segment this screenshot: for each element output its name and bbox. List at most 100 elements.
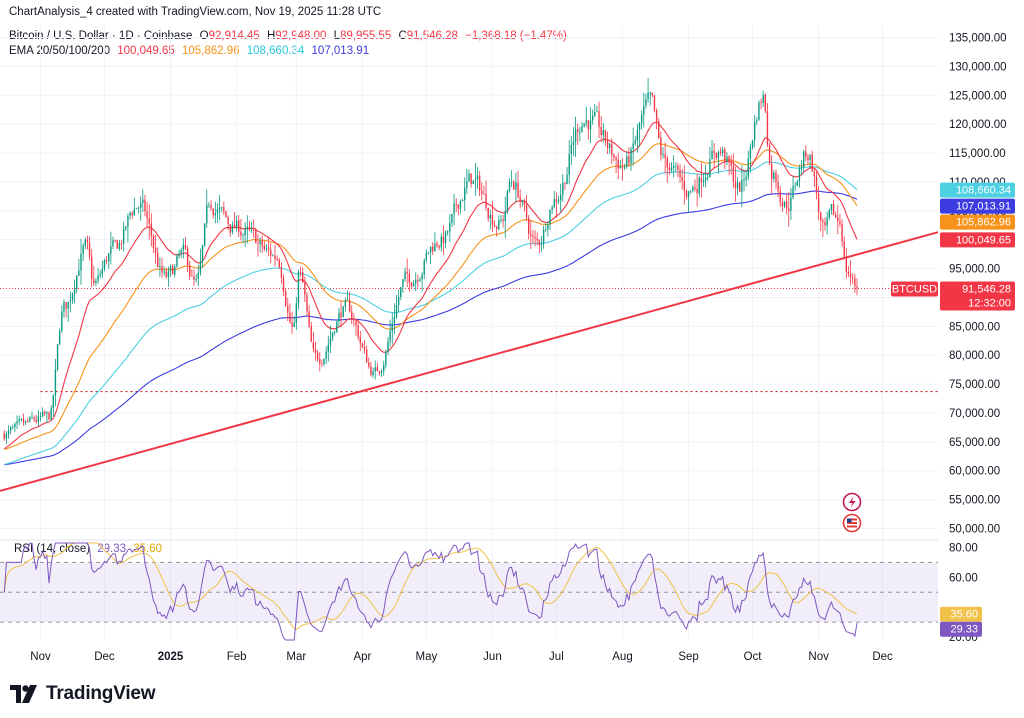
- candle-body: [523, 200, 526, 205]
- candle-body: [425, 253, 428, 261]
- candle-body: [252, 227, 255, 229]
- candle-body: [611, 144, 613, 155]
- candle-body: [184, 244, 187, 249]
- rsi-ma-badge: [940, 606, 982, 622]
- ema200-value: 107,013.91: [311, 45, 370, 57]
- x-tick-label: Oct: [744, 651, 763, 663]
- candle-body: [493, 225, 496, 227]
- candle-body: [374, 367, 376, 372]
- candle-body: [527, 217, 530, 234]
- candle-body: [27, 420, 29, 422]
- candle-body: [406, 271, 408, 274]
- candle-body: [773, 172, 775, 180]
- x-tick-label: Nov: [30, 651, 51, 663]
- x-tick-label: 2025: [158, 651, 184, 663]
- ema50-price-text: 105,862.96: [956, 217, 1011, 229]
- candle-body: [464, 187, 466, 201]
- ema-label[interactable]: EMA 20/50/100/200: [9, 45, 111, 57]
- symbol-title[interactable]: Bitcoin / U.S. Dollar · 1D · Coinbase: [9, 30, 193, 42]
- candle-body: [284, 291, 287, 306]
- candle-body: [792, 186, 794, 198]
- candle-body: [519, 196, 521, 202]
- candle-body: [423, 260, 425, 275]
- candle-body: [534, 237, 536, 239]
- candle-body: [538, 240, 541, 246]
- candle-body: [152, 235, 155, 249]
- y-tick-label: 75,000.00: [949, 379, 1000, 391]
- candle-body: [589, 120, 592, 130]
- candle-body: [596, 111, 598, 113]
- candle-body: [16, 421, 18, 424]
- candle-body: [84, 239, 86, 246]
- tradingview-logo[interactable]: TradingView: [10, 683, 156, 705]
- candle-body: [700, 177, 703, 183]
- candle-body: [169, 266, 172, 272]
- candle-body: [515, 182, 517, 190]
- candle-body: [263, 245, 266, 249]
- y-tick-label: 120,000.00: [949, 119, 1007, 131]
- candle-body: [483, 193, 485, 195]
- candle-body: [756, 120, 758, 123]
- candle-body: [777, 182, 779, 192]
- candle-body: [58, 330, 61, 345]
- candle-body: [389, 330, 391, 342]
- candle-body: [240, 231, 242, 236]
- candle-body: [651, 92, 654, 96]
- candle-body: [212, 208, 214, 216]
- candle-body: [540, 243, 543, 246]
- candle-body: [440, 236, 442, 248]
- candle-body: [749, 147, 752, 159]
- candle-body: [638, 123, 641, 130]
- y-tick-label: 50,000.00: [949, 523, 1000, 535]
- candle-body: [385, 351, 387, 366]
- candle-body: [771, 163, 773, 180]
- candle-body: [131, 212, 133, 216]
- candle-body: [186, 248, 189, 266]
- candle-body: [815, 176, 818, 194]
- candle-body: [46, 412, 48, 414]
- candle-body: [97, 275, 99, 281]
- candle-body: [817, 193, 820, 213]
- candle-body: [125, 226, 127, 229]
- candle-body: [395, 305, 398, 317]
- flag-stripe: [847, 522, 857, 524]
- candle-body: [598, 111, 600, 127]
- candle-body: [90, 256, 93, 279]
- candle-body: [747, 158, 749, 177]
- candle-body: [157, 253, 159, 267]
- candle-body: [5, 433, 8, 439]
- ema50-line: [4, 143, 858, 450]
- x-tick-label: Dec: [94, 651, 115, 663]
- ema200-line: [4, 190, 858, 466]
- candle-body: [619, 166, 622, 169]
- candle-body: [67, 301, 69, 309]
- candle-body: [609, 144, 611, 149]
- candle-body: [127, 215, 129, 227]
- candle-body: [530, 233, 532, 237]
- candle-body: [189, 265, 191, 276]
- candle-body: [265, 248, 268, 250]
- ema200-price-text: 107,013.91: [956, 201, 1011, 213]
- candle-body: [679, 169, 681, 178]
- candle-body: [766, 111, 769, 145]
- candle-body: [813, 171, 816, 177]
- candle-body: [135, 207, 138, 210]
- candle-body: [400, 286, 402, 297]
- candle-body: [372, 371, 374, 376]
- candle-body: [745, 176, 747, 180]
- candle-body: [69, 300, 72, 302]
- y-tick-label: 55,000.00: [949, 495, 1000, 507]
- candle-body: [432, 246, 434, 252]
- candle-body: [3, 433, 5, 439]
- candle-body: [822, 220, 824, 223]
- candle-body: [602, 130, 604, 136]
- candle-body: [351, 311, 353, 319]
- candle-body: [841, 224, 843, 242]
- candle-body: [762, 94, 764, 103]
- candle-body: [199, 261, 202, 273]
- candle-body: [702, 180, 705, 183]
- candle-body: [308, 311, 310, 327]
- candle-body: [694, 187, 696, 189]
- rsi-ma-text: 35.60: [950, 609, 978, 621]
